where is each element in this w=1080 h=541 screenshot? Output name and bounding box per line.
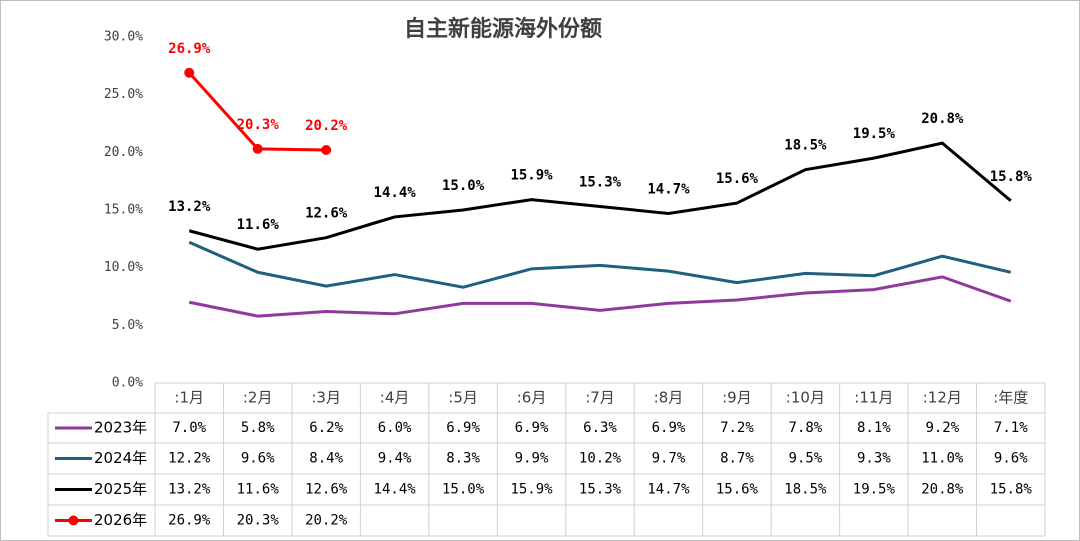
table-cell: 20.3% <box>237 513 280 529</box>
table-cell: 26.9% <box>168 513 211 529</box>
table-cell: 19.5% <box>853 482 896 498</box>
y-tick-label: 5.0% <box>112 318 143 333</box>
data-label: 26.9% <box>168 41 211 57</box>
x-tick-label: :2月 <box>243 389 273 407</box>
y-tick-label: 25.0% <box>104 87 143 102</box>
table-cell: 14.7% <box>647 482 690 498</box>
table-cell: 9.6% <box>241 451 275 467</box>
table-cell: 11.0% <box>921 451 964 467</box>
table-cell: 15.9% <box>510 482 553 498</box>
table-cell: 7.1% <box>994 420 1028 436</box>
x-tick-label: :12月 <box>923 389 962 407</box>
table-cell: 18.5% <box>784 482 827 498</box>
legend-label: 2023年 <box>94 419 147 437</box>
table-cell: 6.9% <box>515 420 549 436</box>
x-tick-label: :6月 <box>517 389 547 407</box>
table-cell: 9.2% <box>925 420 959 436</box>
data-label: 20.2% <box>305 118 348 134</box>
legend-label: 2024年 <box>94 449 147 467</box>
legend-marker <box>68 515 79 526</box>
table-cell: 15.6% <box>716 482 759 498</box>
x-tick-label: :年度 <box>993 389 1028 407</box>
x-tick-label: :9月 <box>722 389 752 407</box>
table-cell: 9.9% <box>515 451 549 467</box>
legend-label: 2026年 <box>94 511 147 529</box>
table-cell: 15.0% <box>442 482 485 498</box>
data-label: 15.8% <box>990 169 1033 185</box>
point-marker <box>184 67 195 78</box>
x-tick-label: :4月 <box>380 389 410 407</box>
table-cell: 9.5% <box>789 451 823 467</box>
table-cell: 9.3% <box>857 451 891 467</box>
table-cell: 12.6% <box>305 482 348 498</box>
x-tick-label: :5月 <box>448 389 478 407</box>
table-cell: 8.1% <box>857 420 891 436</box>
data-label: 20.3% <box>237 117 280 133</box>
data-label: 13.2% <box>168 199 211 215</box>
y-tick-label: 20.0% <box>104 145 143 160</box>
table-cell: 6.9% <box>446 420 480 436</box>
y-tick-label: 10.0% <box>104 260 143 275</box>
legend-label: 2025年 <box>94 480 147 498</box>
table-cell: 11.6% <box>237 482 280 498</box>
x-tick-label: :11月 <box>854 389 893 407</box>
data-label: 19.5% <box>853 126 896 142</box>
table-cell: 8.4% <box>309 451 343 467</box>
y-tick-label: 30.0% <box>104 30 143 45</box>
data-label: 14.4% <box>374 185 417 201</box>
table-cell: 8.7% <box>720 451 754 467</box>
x-tick-label: :8月 <box>654 389 684 407</box>
series-line <box>188 141 1012 251</box>
table-cell: 10.2% <box>579 451 622 467</box>
data-label: 14.7% <box>647 181 690 197</box>
data-label: 18.5% <box>784 138 827 154</box>
table-cell: 9.7% <box>652 451 686 467</box>
x-tick-label: :10月 <box>786 389 825 407</box>
data-label: 15.3% <box>579 175 622 191</box>
table-cell: 5.8% <box>241 420 275 436</box>
table-cell: 9.6% <box>994 451 1028 467</box>
table-cell: 6.2% <box>309 420 343 436</box>
data-label: 11.6% <box>237 217 280 233</box>
table-cell: 7.2% <box>720 420 754 436</box>
table-cell: 13.2% <box>168 482 211 498</box>
table-cell: 9.4% <box>378 451 412 467</box>
x-tick-label: :1月 <box>174 389 204 407</box>
table-cell: 14.4% <box>374 482 417 498</box>
point-marker <box>321 145 332 156</box>
series-line <box>188 240 1012 289</box>
table-cell: 6.3% <box>583 420 617 436</box>
chart-title: 自主新能源海外份额 <box>404 16 602 42</box>
table-cell: 7.8% <box>789 420 823 436</box>
table-cell: 15.3% <box>579 482 622 498</box>
data-label: 15.9% <box>510 168 553 184</box>
x-tick-label: :3月 <box>311 389 341 407</box>
y-tick-label: 15.0% <box>104 203 143 218</box>
y-tick-label: 0.0% <box>112 376 143 391</box>
point-marker <box>252 143 263 154</box>
table-cell: 6.0% <box>378 420 412 436</box>
table-cell: 20.2% <box>305 513 348 529</box>
x-tick-label: :7月 <box>585 389 615 407</box>
data-label: 15.6% <box>716 171 759 187</box>
data-label: 15.0% <box>442 178 485 194</box>
data-label: 20.8% <box>921 111 964 127</box>
table-cell: 15.8% <box>990 482 1033 498</box>
table-cell: 6.9% <box>652 420 686 436</box>
data-label: 12.6% <box>305 206 348 222</box>
table-cell: 8.3% <box>446 451 480 467</box>
table-cell: 7.0% <box>172 420 206 436</box>
table-cell: 20.8% <box>921 482 964 498</box>
table-cell: 12.2% <box>168 451 211 467</box>
series-line <box>188 275 1012 318</box>
